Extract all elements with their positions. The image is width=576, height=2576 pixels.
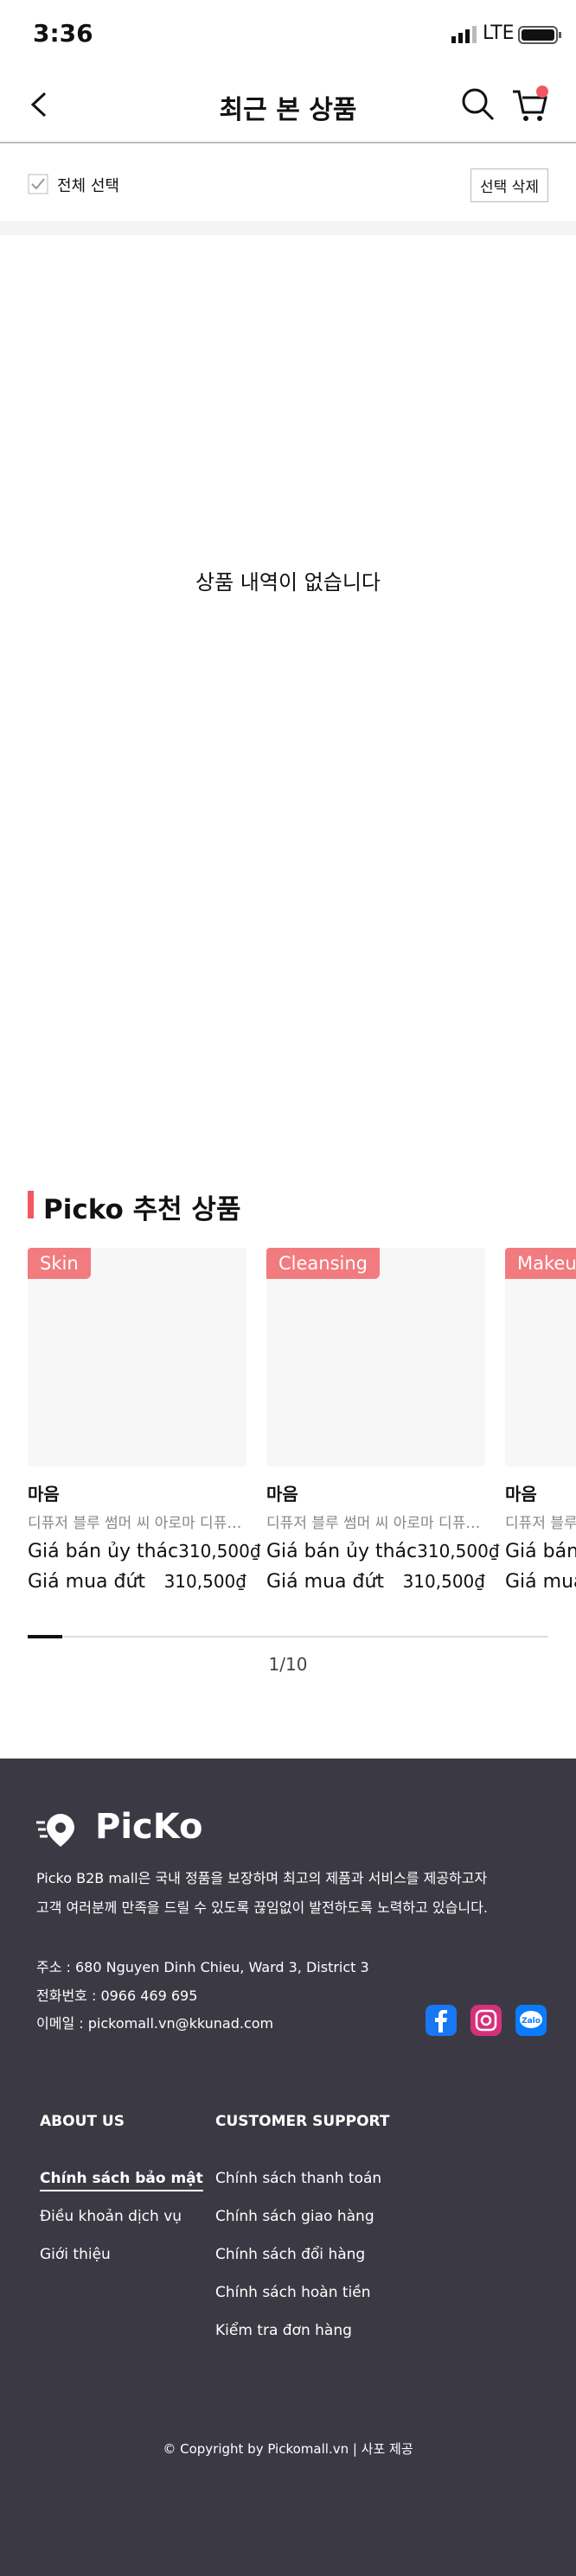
product-tag: Makeup: [505, 1248, 576, 1279]
price-value: 310,500₫: [178, 1541, 261, 1562]
zalo-icon[interactable]: Zalo: [515, 2005, 547, 2036]
contact-line: 주소 : 680 Nguyen Dinh Chieu, Ward 3, Dist…: [36, 1959, 369, 1975]
price-value: 310,500₫: [402, 1571, 485, 1592]
empty-message: 상품 내역이 없습니다: [195, 570, 381, 595]
contact-line: 전화번호 : 0966 469 695: [36, 1988, 198, 2004]
footer-link[interactable]: Chính sách thanh toán: [215, 2170, 382, 2187]
price-row: Giá mua đứt 310,500₫: [28, 1571, 246, 1593]
price-label: Giá bán ủy thác: [266, 1541, 418, 1562]
product-tag: Cleansing: [266, 1248, 381, 1279]
pagination: 1/10: [268, 1654, 308, 1675]
intro-line: Picko B2B mall은 국내 정품을 보장하며 최고의 제품과 서비스를…: [36, 1870, 488, 1886]
footer-link[interactable]: Chính sách bảo mật: [40, 2170, 203, 2191]
cart-button[interactable]: [510, 85, 550, 124]
price-row: Giá mua đứt 310,500₫: [266, 1571, 485, 1593]
scroll-track: [28, 1636, 548, 1638]
product-desc: 디퓨저 블루 썸머 씨 아로마 디퓨저 200ml: [28, 1515, 246, 1532]
product-desc: 디퓨저 블루 썸머 씨 아로마 디퓨저 200ml: [266, 1515, 485, 1532]
about-title: ABOUT US: [40, 2113, 125, 2130]
footer-link[interactable]: Chính sách giao hàng: [215, 2208, 374, 2225]
price-label: Giá bán ủy thác: [28, 1541, 179, 1562]
footer: PicKo Picko B2B mall은 국내 정품을 보장하며 최고의 제품…: [0, 1759, 576, 2576]
recommend-title: Picko 추천 상품: [43, 1194, 241, 1225]
product-brand: 마음: [28, 1484, 60, 1504]
status-icons: [451, 26, 561, 44]
intro-line: 고객 여러분께 만족을 드릴 수 있도록 끊임없이 발전하도록 노력하고 있습니…: [36, 1899, 488, 1916]
delete-selected-button[interactable]: 선택 삭제: [470, 169, 548, 202]
product-image: Skin: [28, 1248, 246, 1466]
status-network: LTE: [483, 22, 515, 44]
select-all-label[interactable]: 전체 선택: [57, 177, 119, 195]
footer-link[interactable]: Kiểm tra đơn hàng: [215, 2322, 352, 2339]
page-title: 최근 본 상품: [219, 95, 357, 125]
logo-icon: [36, 1814, 74, 1847]
footer-link[interactable]: Chính sách đổi hàng: [215, 2246, 366, 2263]
product-desc: 디퓨저 블루 썸머 씨 아로마 디퓨저 200ml: [505, 1515, 576, 1532]
product-tag: Skin: [28, 1248, 91, 1279]
price-label: Giá mua đứt: [505, 1571, 576, 1593]
select-all-checkbox[interactable]: [28, 174, 48, 194]
price-label: Giá bán ủy thác: [505, 1541, 576, 1562]
price-label: Giá mua đứt: [28, 1571, 146, 1593]
divider: [0, 142, 576, 143]
instagram-icon[interactable]: [470, 2005, 502, 2036]
logo-text: PicKo: [95, 1807, 203, 1847]
contact-line: 이메일 : pickomall.vn@kkunad.com: [36, 2015, 274, 2032]
back-button[interactable]: [26, 90, 52, 119]
section-marker: [28, 1191, 34, 1218]
support-title: CUSTOMER SUPPORT: [215, 2113, 390, 2130]
svg-text:Zalo: Zalo: [522, 2017, 541, 2026]
price-label: Giá mua đứt: [266, 1571, 385, 1593]
copyright: © Copyright by Pickomall.vn | 사포 제공: [163, 2441, 413, 2457]
product-image: Cleansing: [266, 1248, 485, 1466]
status-time: 3:36: [33, 19, 93, 48]
footer-link[interactable]: Giới thiệu: [40, 2246, 111, 2263]
footer-link[interactable]: Chính sách hoàn tiền: [215, 2284, 371, 2301]
product-brand: 마음: [505, 1484, 537, 1504]
price-value: 310,500₫: [163, 1571, 246, 1592]
product-image: Makeup: [505, 1248, 576, 1466]
section-gap: [0, 221, 576, 235]
footer-link[interactable]: Điều khoản dịch vụ: [40, 2208, 182, 2225]
product-brand: 마음: [266, 1484, 298, 1504]
search-button[interactable]: [460, 86, 496, 123]
price-value: 310,500₫: [417, 1541, 500, 1562]
scroll-thumb: [28, 1635, 62, 1638]
facebook-icon[interactable]: [426, 2005, 457, 2036]
